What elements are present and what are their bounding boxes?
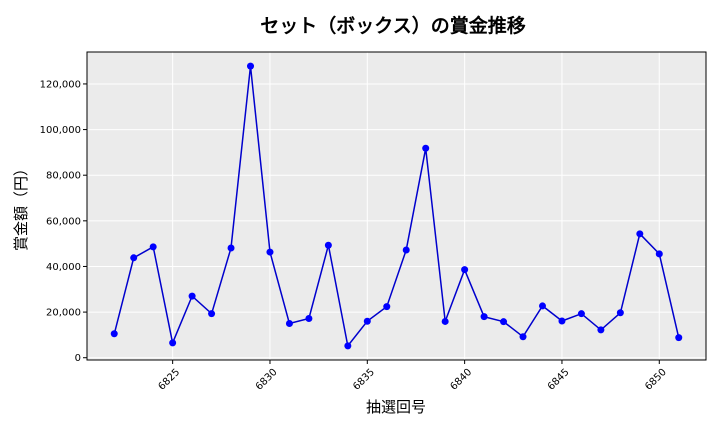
x-tick-label: 6840 [449, 367, 475, 393]
x-tick-label: 6845 [546, 367, 572, 393]
data-point [188, 292, 196, 300]
y-tick-label: 40,000 [46, 262, 81, 273]
chart-title: セット（ボックス）の賞金推移 [260, 14, 525, 37]
data-point [266, 248, 274, 256]
data-point [344, 342, 352, 350]
data-point [538, 302, 546, 310]
data-point [227, 244, 235, 252]
data-point [285, 319, 293, 327]
data-point [577, 310, 585, 318]
y-tick-label: 0 [75, 353, 81, 364]
x-axis-label: 抽選回号 [366, 398, 426, 416]
x-axis-ticks: 6825 6830 6835 6840 6845 6850 [157, 360, 669, 393]
y-tick-label: 60,000 [46, 216, 81, 227]
x-tick-label: 6850 [643, 367, 669, 393]
plot-border [86, 51, 707, 361]
data-points [110, 62, 683, 350]
data-point [208, 310, 216, 318]
y-axis-label: 賞金額（円） [12, 161, 30, 251]
data-point [305, 314, 313, 322]
x-tick-label: 6830 [254, 367, 280, 393]
data-point [363, 317, 371, 325]
data-point [558, 317, 566, 325]
data-point [480, 313, 488, 321]
y-axis-ticks: 0 20,000 40,000 60,000 80,000 100,000 120,000 [40, 79, 87, 364]
y-tick-label: 20,000 [46, 308, 81, 319]
data-point [130, 254, 138, 262]
data-point [324, 241, 332, 249]
data-point [636, 230, 644, 238]
y-tick-label: 100,000 [40, 125, 81, 136]
y-tick-label: 120,000 [40, 79, 81, 90]
series-line [113, 66, 680, 348]
data-point [402, 246, 410, 254]
data-point [597, 326, 605, 334]
data-point [110, 330, 118, 338]
data-point [441, 317, 449, 325]
data-point [383, 303, 391, 311]
data-point [461, 266, 469, 274]
x-tick-label: 6825 [157, 367, 183, 393]
data-point [616, 309, 624, 317]
grid-lines [86, 51, 707, 361]
y-tick-label: 80,000 [46, 171, 81, 182]
data-point [149, 243, 157, 251]
data-point [519, 333, 527, 341]
data-point [169, 339, 177, 347]
data-point [675, 334, 683, 342]
data-point [422, 144, 430, 152]
x-tick-label: 6835 [351, 367, 377, 393]
data-point [500, 318, 508, 326]
plot-area [86, 51, 707, 361]
data-point [655, 250, 663, 258]
data-point [247, 62, 255, 70]
